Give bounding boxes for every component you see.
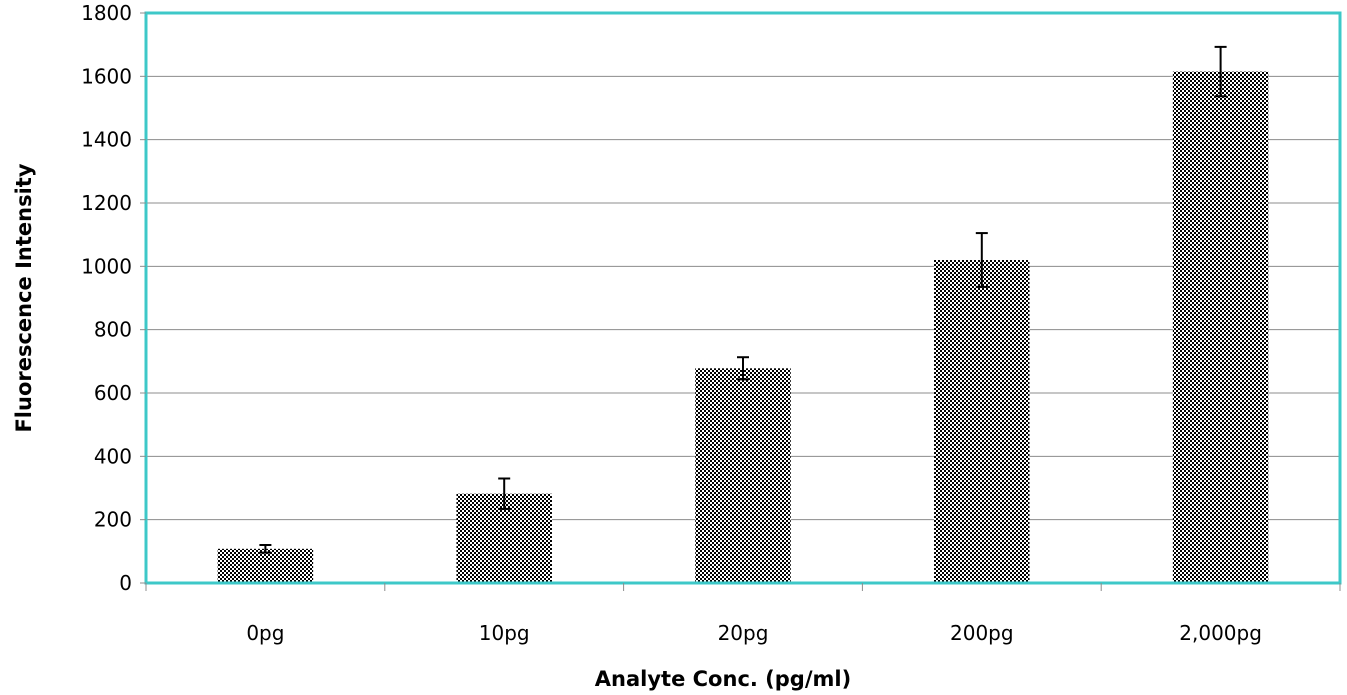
axis-ticks [140,12,1341,591]
x-tick-label: 20pg [718,621,769,645]
tick-labels: 0 200 400 600 800 1000 1200 1400 1600 1800 0pg 10pg… [81,1,1262,645]
bar [934,260,1030,583]
x-axis-title: Analyte Conc. (pg/ml) [595,667,851,691]
bar [695,368,791,583]
bars [217,71,1269,583]
y-tick-label: 200 [94,508,132,532]
y-axis-title: Fluorescence Intensity [12,163,36,432]
x-tick-label: 2,000pg [1179,621,1262,645]
y-tick-label: 1200 [81,191,132,215]
y-tick-label: 400 [94,444,132,468]
bar [1172,71,1269,583]
y-tick-label: 600 [94,381,132,405]
y-tick-label: 1400 [81,128,132,152]
y-tick-label: 1800 [81,1,132,25]
y-tick-label: 0 [119,571,132,595]
y-tick-label: 800 [94,318,132,342]
y-tick-label: 1600 [81,64,132,88]
plot-frame [144,11,1342,585]
y-tick-label: 1000 [81,254,132,278]
x-tick-label: 10pg [479,621,530,645]
x-tick-label: 200pg [950,621,1014,645]
x-tick-label: 0pg [246,621,284,645]
error-bars [259,45,1227,554]
bar [217,548,314,583]
plot-border [144,11,1342,585]
